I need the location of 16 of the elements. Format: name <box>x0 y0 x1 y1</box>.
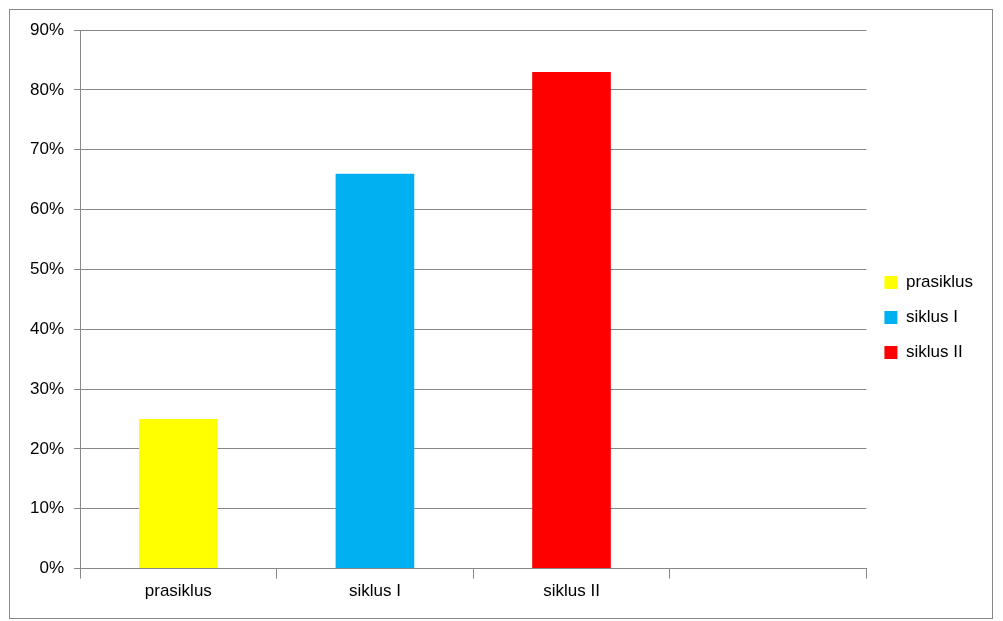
y-tick-label: 0% <box>39 558 65 578</box>
legend-label: siklus II <box>905 342 963 362</box>
y-tick-label: 30% <box>29 378 65 398</box>
y-tick-label: 90% <box>29 19 65 39</box>
legend-label: siklus I <box>905 307 958 327</box>
y-tick-label: 20% <box>29 438 65 458</box>
y-tick-label: 60% <box>29 199 65 219</box>
x-tick-label: siklus II <box>543 581 600 601</box>
y-tick-label: 70% <box>29 139 65 159</box>
x-tick-label: prasiklus <box>144 581 212 601</box>
y-tick-label: 50% <box>29 259 65 279</box>
y-tick-label: 80% <box>29 79 65 99</box>
y-tick-label: 40% <box>29 318 65 338</box>
legend-label: prasiklus <box>905 272 974 292</box>
y-tick-label: 10% <box>29 498 65 518</box>
x-tick-label: siklus I <box>348 581 401 601</box>
